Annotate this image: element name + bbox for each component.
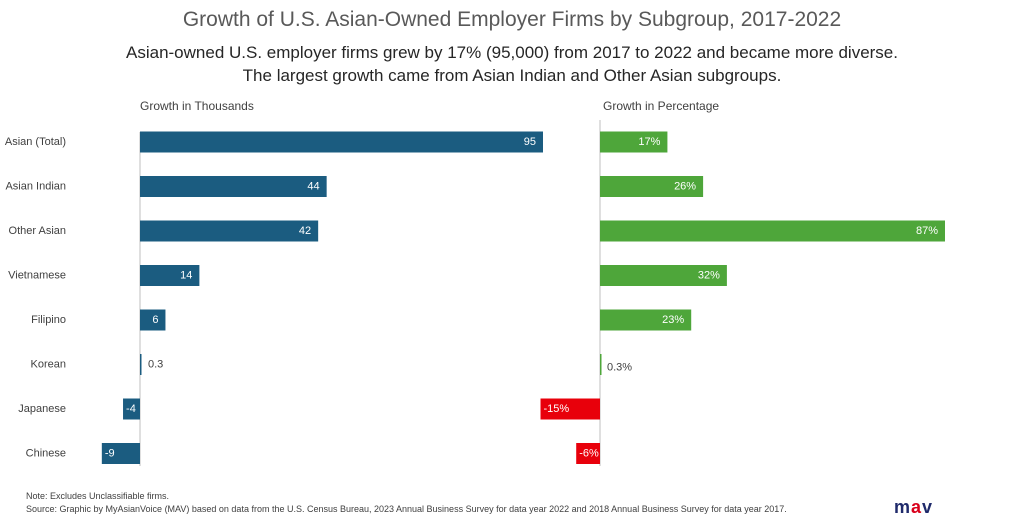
percentage-bar-other-asian <box>600 220 945 242</box>
percentage-value-label-chinese: -6% <box>579 447 599 459</box>
thousands-value-label-chinese: -9 <box>105 447 115 459</box>
chart-title: Growth of U.S. Asian-Owned Employer Firm… <box>182 8 842 31</box>
percentage-value-label-other-asian: 87% <box>916 225 938 237</box>
category-label-japanese: Japanese <box>18 403 66 415</box>
source-text: Source: Graphic by MyAsianVoice (MAV) ba… <box>26 504 787 514</box>
thousands-value-label-asian-total: 95 <box>524 136 536 148</box>
chart-subtitle-line2: The largest growth came from Asian India… <box>242 66 782 85</box>
category-label-filipino: Filipino <box>31 314 66 326</box>
thousands-bar-asian-indian <box>140 176 327 197</box>
percentage-bar-asian-total <box>600 131 668 153</box>
percentage-panel-title: Growth in Percentage <box>603 99 720 113</box>
thousands-bar-asian-total <box>140 131 543 153</box>
thousands-panel-title: Growth in Thousands <box>140 99 254 113</box>
category-label-korean: Korean <box>31 358 66 370</box>
category-label-asian-total: Asian (Total) <box>5 136 66 148</box>
logo-letter-a: a <box>911 497 923 517</box>
thousands-value-label-vietnamese: 14 <box>180 269 192 281</box>
thousands-value-label-filipino: 6 <box>152 314 158 326</box>
chart-subtitle-line1: Asian-owned U.S. employer firms grew by … <box>126 43 898 62</box>
note-text: Note: Excludes Unclassifiable firms. <box>26 491 170 501</box>
percentage-bar-asian-indian <box>600 176 704 197</box>
percentage-bar-japanese <box>540 398 600 420</box>
thousands-value-label-asian-indian: 44 <box>307 180 319 192</box>
logo-letter-m: m <box>894 497 912 517</box>
percentage-bar-korean <box>600 354 602 375</box>
thousands-bar-filipino <box>140 309 166 331</box>
mav-logo: mav <box>894 497 933 518</box>
thousands-bar-japanese <box>123 398 140 420</box>
category-label-other-asian: Other Asian <box>9 225 66 237</box>
category-label-asian-indian: Asian Indian <box>5 180 66 192</box>
thousands-value-label-other-asian: 42 <box>299 225 311 237</box>
percentage-value-label-asian-indian: 26% <box>674 180 696 192</box>
thousands-bar-chinese <box>101 443 140 464</box>
percentage-value-label-korean: 0.3% <box>607 361 632 373</box>
category-label-vietnamese: Vietnamese <box>8 269 66 281</box>
thousands-bar-vietnamese <box>140 265 200 286</box>
percentage-value-label-filipino: 23% <box>662 314 684 326</box>
percentage-value-label-japanese: -15% <box>544 403 570 415</box>
thousands-bar-korean <box>140 354 142 375</box>
thousands-value-label-korean: 0.3 <box>148 358 163 370</box>
thousands-value-label-japanese: -4 <box>126 403 136 415</box>
category-label-chinese: Chinese <box>26 447 66 459</box>
percentage-bar-chinese <box>576 443 600 464</box>
percentage-value-label-vietnamese: 32% <box>698 269 720 281</box>
percentage-bar-filipino <box>600 309 692 331</box>
percentage-value-label-asian-total: 17% <box>638 136 660 148</box>
logo-letter-v: v <box>922 497 934 517</box>
thousands-bar-other-asian <box>140 220 319 242</box>
percentage-bar-vietnamese <box>600 265 727 286</box>
